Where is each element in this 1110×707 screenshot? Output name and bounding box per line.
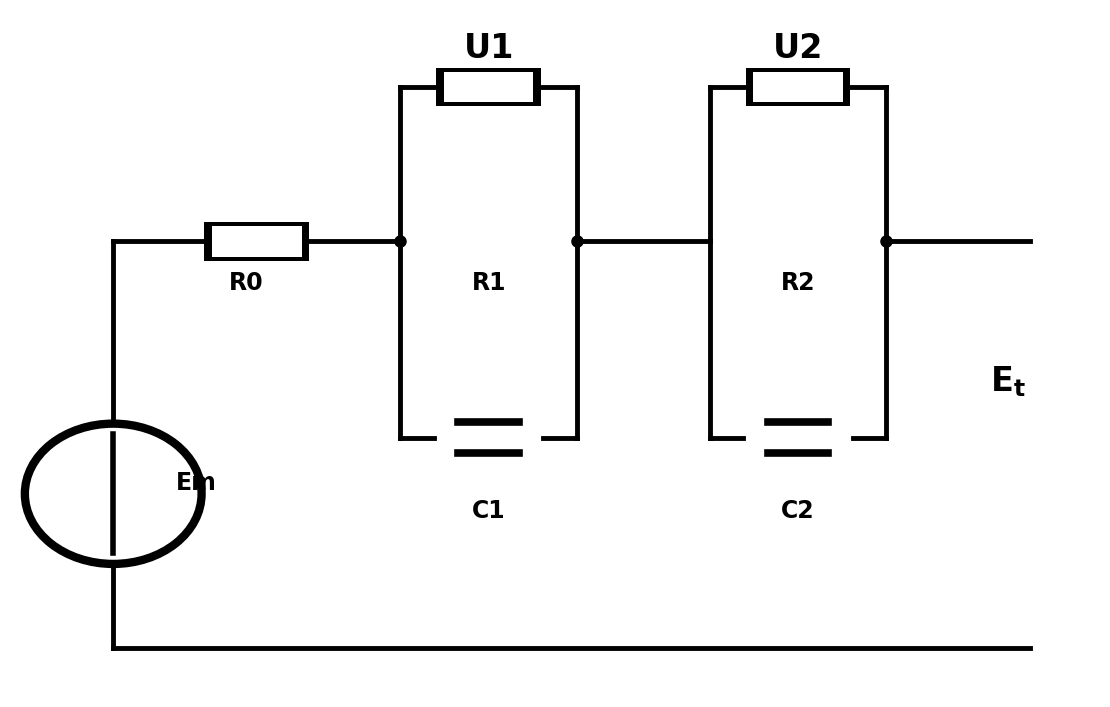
Text: C1: C1 [472, 499, 505, 523]
Bar [212, 226, 302, 257]
Bar [746, 68, 850, 106]
Text: $\mathbf{E_t}$: $\mathbf{E_t}$ [990, 364, 1026, 399]
Bar [754, 71, 842, 103]
Text: C2: C2 [781, 499, 815, 523]
Bar [204, 222, 310, 261]
Text: R0: R0 [229, 271, 263, 296]
Text: Em: Em [175, 472, 216, 496]
Text: R2: R2 [780, 271, 815, 296]
Text: R1: R1 [472, 271, 506, 296]
Text: U1: U1 [464, 32, 514, 65]
Bar [436, 68, 542, 106]
Text: U2: U2 [773, 32, 824, 65]
Bar [444, 71, 534, 103]
